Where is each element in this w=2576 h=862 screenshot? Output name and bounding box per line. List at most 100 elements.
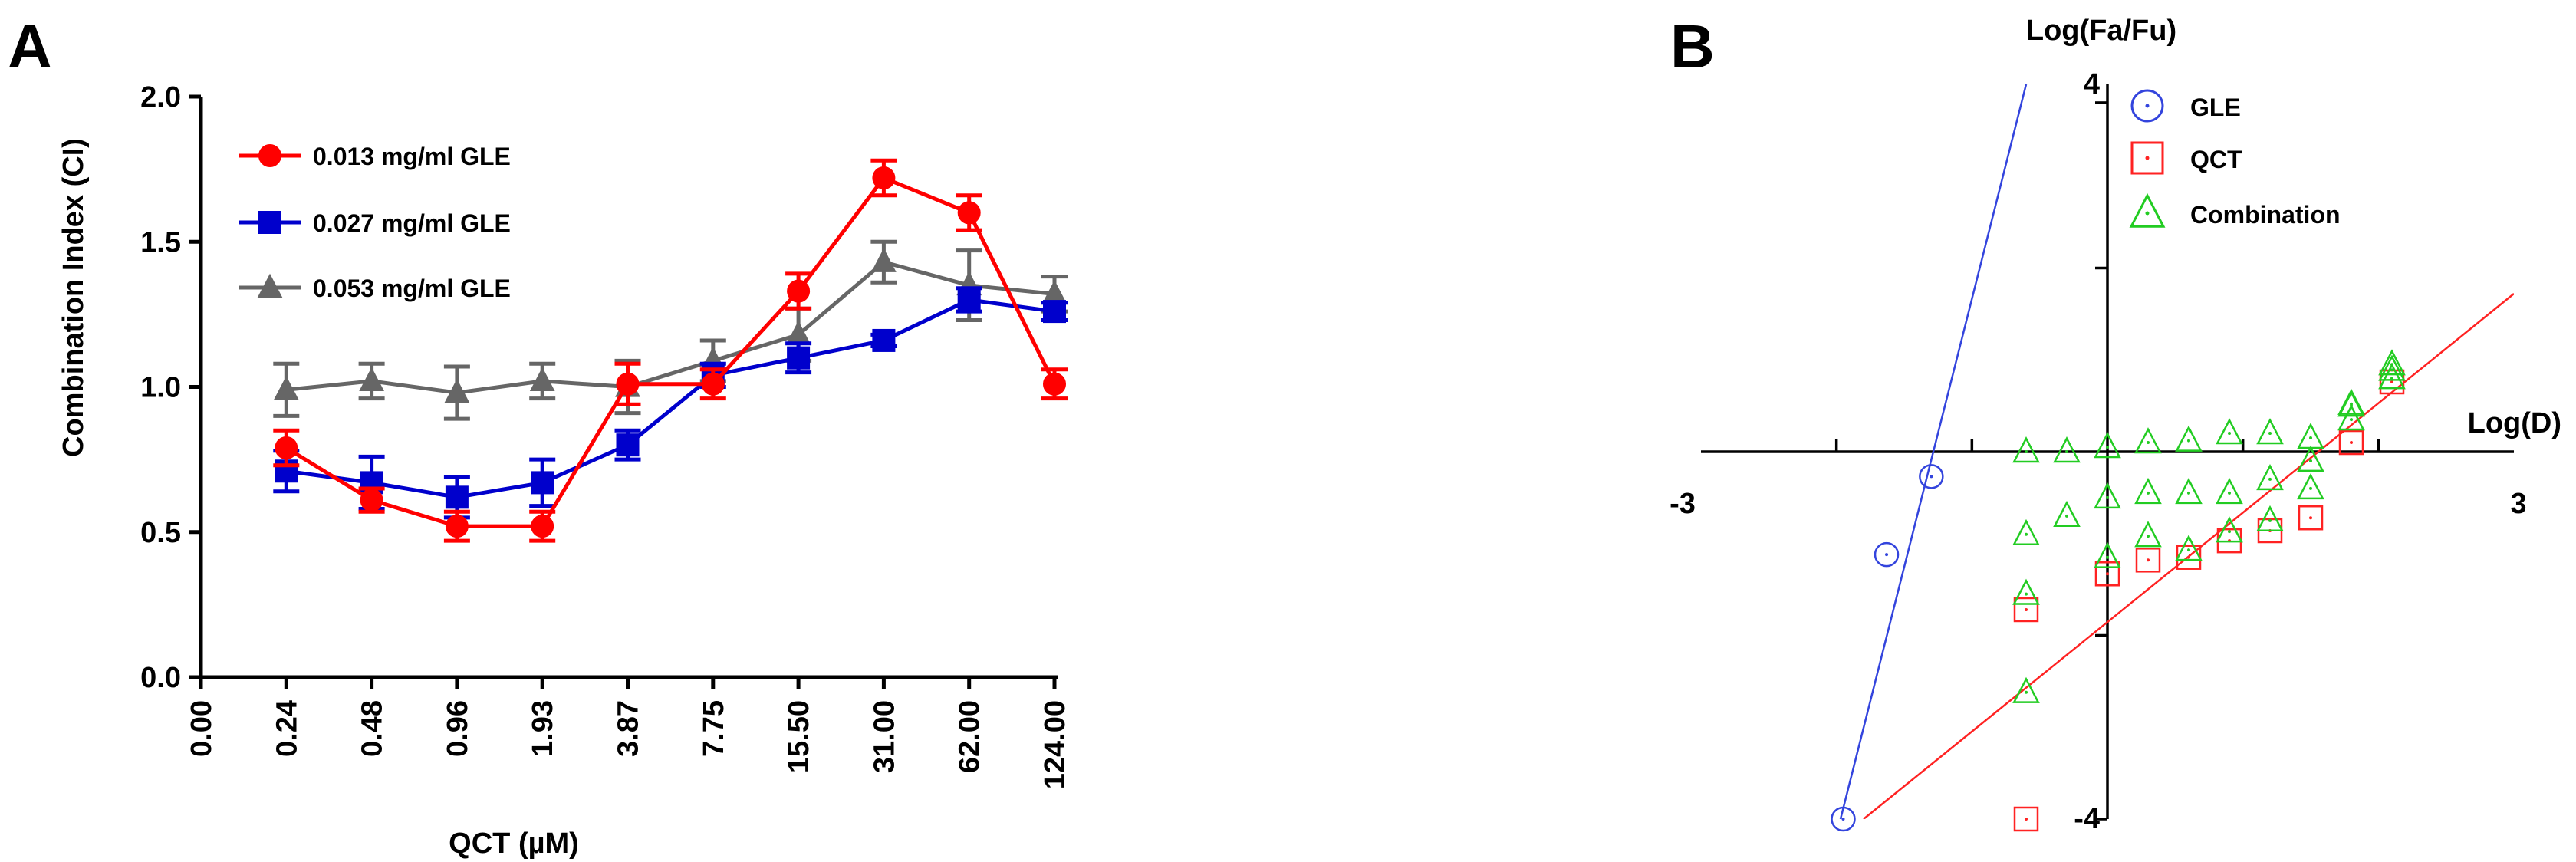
chart-b-data-point-center <box>2390 363 2393 367</box>
chart-b-data-point-center <box>2065 514 2068 518</box>
chart-a-series-line <box>286 259 1055 395</box>
chart-a-x-tick-label: 1.93 <box>527 700 559 757</box>
chart-a-data-point <box>273 376 299 400</box>
chart-b-data-point-center <box>2025 690 2028 694</box>
chart-b-y-axis-title: Log(Fa/Fu) <box>2026 15 2176 47</box>
chart-b-data-point-center <box>1930 475 1933 479</box>
chart-a-legend-marker <box>258 144 281 167</box>
chart-b-data-point <box>2134 521 2162 548</box>
chart-a-x-tick-label: 62.00 <box>954 700 986 773</box>
chart-a-data-point <box>360 489 383 512</box>
chart-b-legend-marker-center <box>2145 211 2150 216</box>
chart-b-data-point-center <box>2228 432 2231 436</box>
chart-b-data-point-center <box>2106 495 2109 499</box>
chart-b-data-point <box>2216 477 2243 505</box>
chart-b-data-point <box>2012 436 2040 463</box>
chart-b-data-point-center <box>2309 459 2312 462</box>
chart-b-data-point-center <box>2350 404 2353 408</box>
chart-b-data-point <box>2012 676 2040 703</box>
chart-a-data-point <box>616 372 640 396</box>
chart-a-data-point <box>871 248 897 272</box>
chart-b-data-point-center <box>2309 436 2312 440</box>
chart-a: 0.0 0.5 1.0 1.5 2.0 0.00 0.24 0.48 0.96 1.93 3.87 7… <box>140 81 1071 789</box>
chart-b-data-point <box>2094 432 2121 459</box>
chart-a-y-tick-label: 0.0 <box>140 662 181 694</box>
chart-b-data-point-center <box>2350 441 2353 445</box>
chart-a-legend-label: 0.027 mg/ml GLE <box>313 209 511 237</box>
chart-a-y-tick-label: 1.5 <box>140 226 181 258</box>
chart-a-y-tick-label: 1.0 <box>140 372 181 404</box>
panel-label-a: A <box>8 12 52 81</box>
chart-b-data-point <box>2134 477 2162 505</box>
chart-b-data-point-center <box>2147 558 2150 562</box>
chart-b-data-point-center <box>2025 450 2028 453</box>
chart-b-x-axis-title: Log(D) <box>2468 407 2561 439</box>
chart-a-y-tick-label: 2.0 <box>140 81 181 114</box>
chart-b-data-point-center <box>2309 486 2312 490</box>
chart-b-data-point-center <box>2106 572 2109 576</box>
chart-b-data-point <box>2134 427 2162 454</box>
chart-a-legend-label: 0.013 mg/ml GLE <box>313 143 511 170</box>
chart-b: -3 3 4 -4 GLE QCT Combination <box>1670 68 2526 835</box>
chart-b-data-point-center <box>2147 491 2150 495</box>
chart-a-data-point <box>957 201 981 225</box>
chart-b-data-point <box>2297 472 2324 500</box>
chart-b-data-point-center <box>2268 477 2272 481</box>
chart-b-data-point <box>2298 505 2324 531</box>
chart-b-data-point <box>2378 363 2406 390</box>
chart-b-data-point <box>2337 390 2365 417</box>
chart-a-data-point <box>531 471 554 495</box>
chart-b-data-point-center <box>2309 516 2312 520</box>
chart-a-series-line <box>285 175 1057 528</box>
chart-b-data-point <box>2175 535 2203 561</box>
chart-b-data-point <box>2297 446 2324 472</box>
chart-b-data-point-center <box>2147 441 2150 445</box>
chart-b-data-point <box>2094 482 2121 509</box>
chart-b-data-point-center <box>2025 592 2028 596</box>
chart-a-x-tick-label: 0.00 <box>186 700 218 757</box>
chart-a-legend-label: 0.053 mg/ml GLE <box>313 275 511 302</box>
chart-b-legend-label: QCT <box>2190 146 2242 173</box>
chart-b-data-point <box>2053 436 2081 463</box>
chart-b-data-point-center <box>2106 446 2109 449</box>
chart-a-data-point <box>616 433 640 457</box>
chart-a-x-tick-label: 0.48 <box>357 700 389 757</box>
chart-b-legend-marker-center <box>2145 156 2150 160</box>
chart-b-data-point-center <box>2390 380 2393 383</box>
chart-b-data-point <box>2256 463 2284 491</box>
chart-b-data-point <box>2175 425 2203 452</box>
chart-b-data-point-center <box>2025 818 2028 821</box>
chart-b-data-point <box>1831 806 1856 832</box>
chart-b-data-point-center <box>2187 491 2190 495</box>
chart-b-x-tick-label: 3 <box>2510 488 2526 520</box>
chart-b-data-point-center <box>2228 491 2231 495</box>
chart-a-data-point <box>1043 300 1066 324</box>
chart-a-x-tick-label: 0.24 <box>271 700 303 757</box>
chart-b-data-point <box>2094 561 2120 587</box>
chart-a-data-point <box>957 288 981 311</box>
chart-a-x-tick-label: 31.00 <box>868 700 900 773</box>
chart-b-data-point <box>2256 505 2284 531</box>
chart-b-data-point-center <box>2147 535 2150 538</box>
chart-a-x-tick-label: 124.00 <box>1039 700 1071 789</box>
chart-a-data-point <box>275 436 298 459</box>
chart-b-x-tick-label: -3 <box>1670 488 1696 520</box>
chart-a-data-point <box>529 367 555 392</box>
chart-a-x-tick-label: 3.87 <box>613 700 645 757</box>
chart-b-data-point <box>1919 464 1944 489</box>
chart-b-data-point-center <box>2390 368 2393 372</box>
chart-a-data-point <box>872 328 896 352</box>
chart-b-data-point <box>2337 404 2365 431</box>
chart-b-data-point-center <box>2350 418 2353 422</box>
chart-a-y-axis-title: Combination Index (CI) <box>58 138 90 457</box>
chart-b-data-point-center <box>2187 439 2190 443</box>
chart-a-data-point <box>445 515 469 538</box>
chart-a-x-tick-label: 15.50 <box>783 700 815 773</box>
chart-a-x-tick-label: 7.75 <box>698 700 730 757</box>
chart-b-data-point <box>2013 597 2039 623</box>
panel-label-b: B <box>1670 12 1715 81</box>
chart-b-data-point-center <box>2065 450 2068 453</box>
chart-b-data-point <box>2013 806 2039 832</box>
chart-b-legend-label: GLE <box>2190 94 2241 121</box>
chart-a-data-point <box>787 346 811 370</box>
